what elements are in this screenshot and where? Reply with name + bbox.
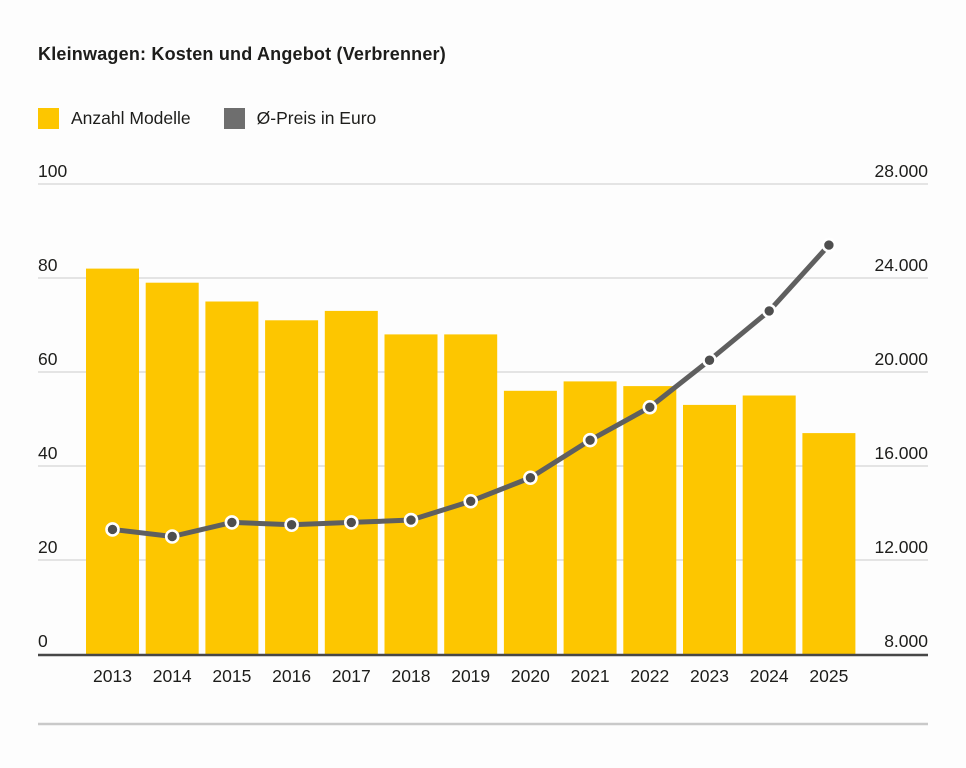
x-axis-label-2019: 2019 (451, 666, 490, 686)
right-axis-label-28000: 28.000 (874, 161, 928, 181)
right-axis-label-12000: 12.000 (874, 537, 928, 557)
x-axis-label-2020: 2020 (511, 666, 550, 686)
right-axis-label-20000: 20.000 (874, 349, 928, 369)
x-axis-label-2014: 2014 (153, 666, 192, 686)
x-axis-label-2013: 2013 (93, 666, 132, 686)
x-axis-label-2025: 2025 (809, 666, 848, 686)
left-axis-label-20: 20 (38, 537, 58, 557)
price-dot-2017 (343, 515, 359, 530)
right-axis-label-16000: 16.000 (874, 443, 928, 463)
bar-2025 (802, 433, 856, 654)
right-axis-label-8000: 8.000 (884, 631, 928, 651)
left-axis-label-0: 0 (38, 631, 48, 651)
legend-label-price: Ø-Preis in Euro (256, 108, 377, 128)
x-axis-label-2016: 2016 (272, 666, 311, 686)
bar-2023 (683, 404, 736, 654)
price-dot-2018 (403, 512, 419, 528)
bar-2020 (503, 390, 557, 654)
x-axis-label-2021: 2021 (571, 666, 610, 686)
bar-2018 (384, 334, 438, 654)
bar-2024 (742, 395, 796, 654)
left-axis-label-80: 80 (38, 255, 58, 275)
x-axis-label-2024: 2024 (750, 666, 789, 686)
chart-title: Kleinwagen: Kosten und Angebot (Verbrenn… (38, 44, 446, 64)
price-dot-2013 (105, 522, 120, 537)
price-dot-2024 (761, 303, 777, 319)
price-dot-2019 (463, 493, 479, 509)
price-dot-2023 (702, 352, 717, 368)
x-axis-label-2018: 2018 (392, 666, 431, 686)
bar-2021 (563, 381, 617, 654)
legend-item-models: Anzahl Modelle (38, 108, 191, 129)
price-dot-2015 (224, 515, 240, 530)
x-axis-label-2023: 2023 (690, 666, 729, 686)
bar-2016 (265, 320, 319, 654)
price-dot-2022 (642, 399, 658, 415)
legend: Anzahl Modelle Ø-Preis in Euro (38, 108, 376, 129)
price-dot-2020 (523, 470, 538, 486)
left-axis-label-40: 40 (38, 443, 58, 463)
bar-swatch-icon (38, 108, 59, 129)
price-dot-2014 (164, 529, 180, 544)
x-axis-label-2022: 2022 (630, 666, 669, 686)
x-axis-label-2015: 2015 (212, 666, 251, 686)
right-axis-label-24000: 24.000 (874, 255, 928, 275)
bar-2014 (145, 282, 199, 654)
legend-label-models: Anzahl Modelle (71, 108, 191, 128)
x-axis-label-2017: 2017 (332, 666, 371, 686)
bar-2015 (205, 301, 259, 654)
legend-item-price: Ø-Preis in Euro (223, 108, 377, 129)
bar-2022 (623, 386, 677, 654)
bar-2017 (324, 310, 378, 654)
price-dot-2016 (284, 517, 299, 533)
price-dot-2021 (582, 432, 598, 448)
line-swatch-icon (223, 108, 245, 129)
bar-2013 (86, 268, 139, 654)
price-dot-2025 (821, 237, 837, 253)
left-axis-label-60: 60 (38, 349, 58, 369)
left-axis-label-100: 100 (38, 161, 67, 181)
